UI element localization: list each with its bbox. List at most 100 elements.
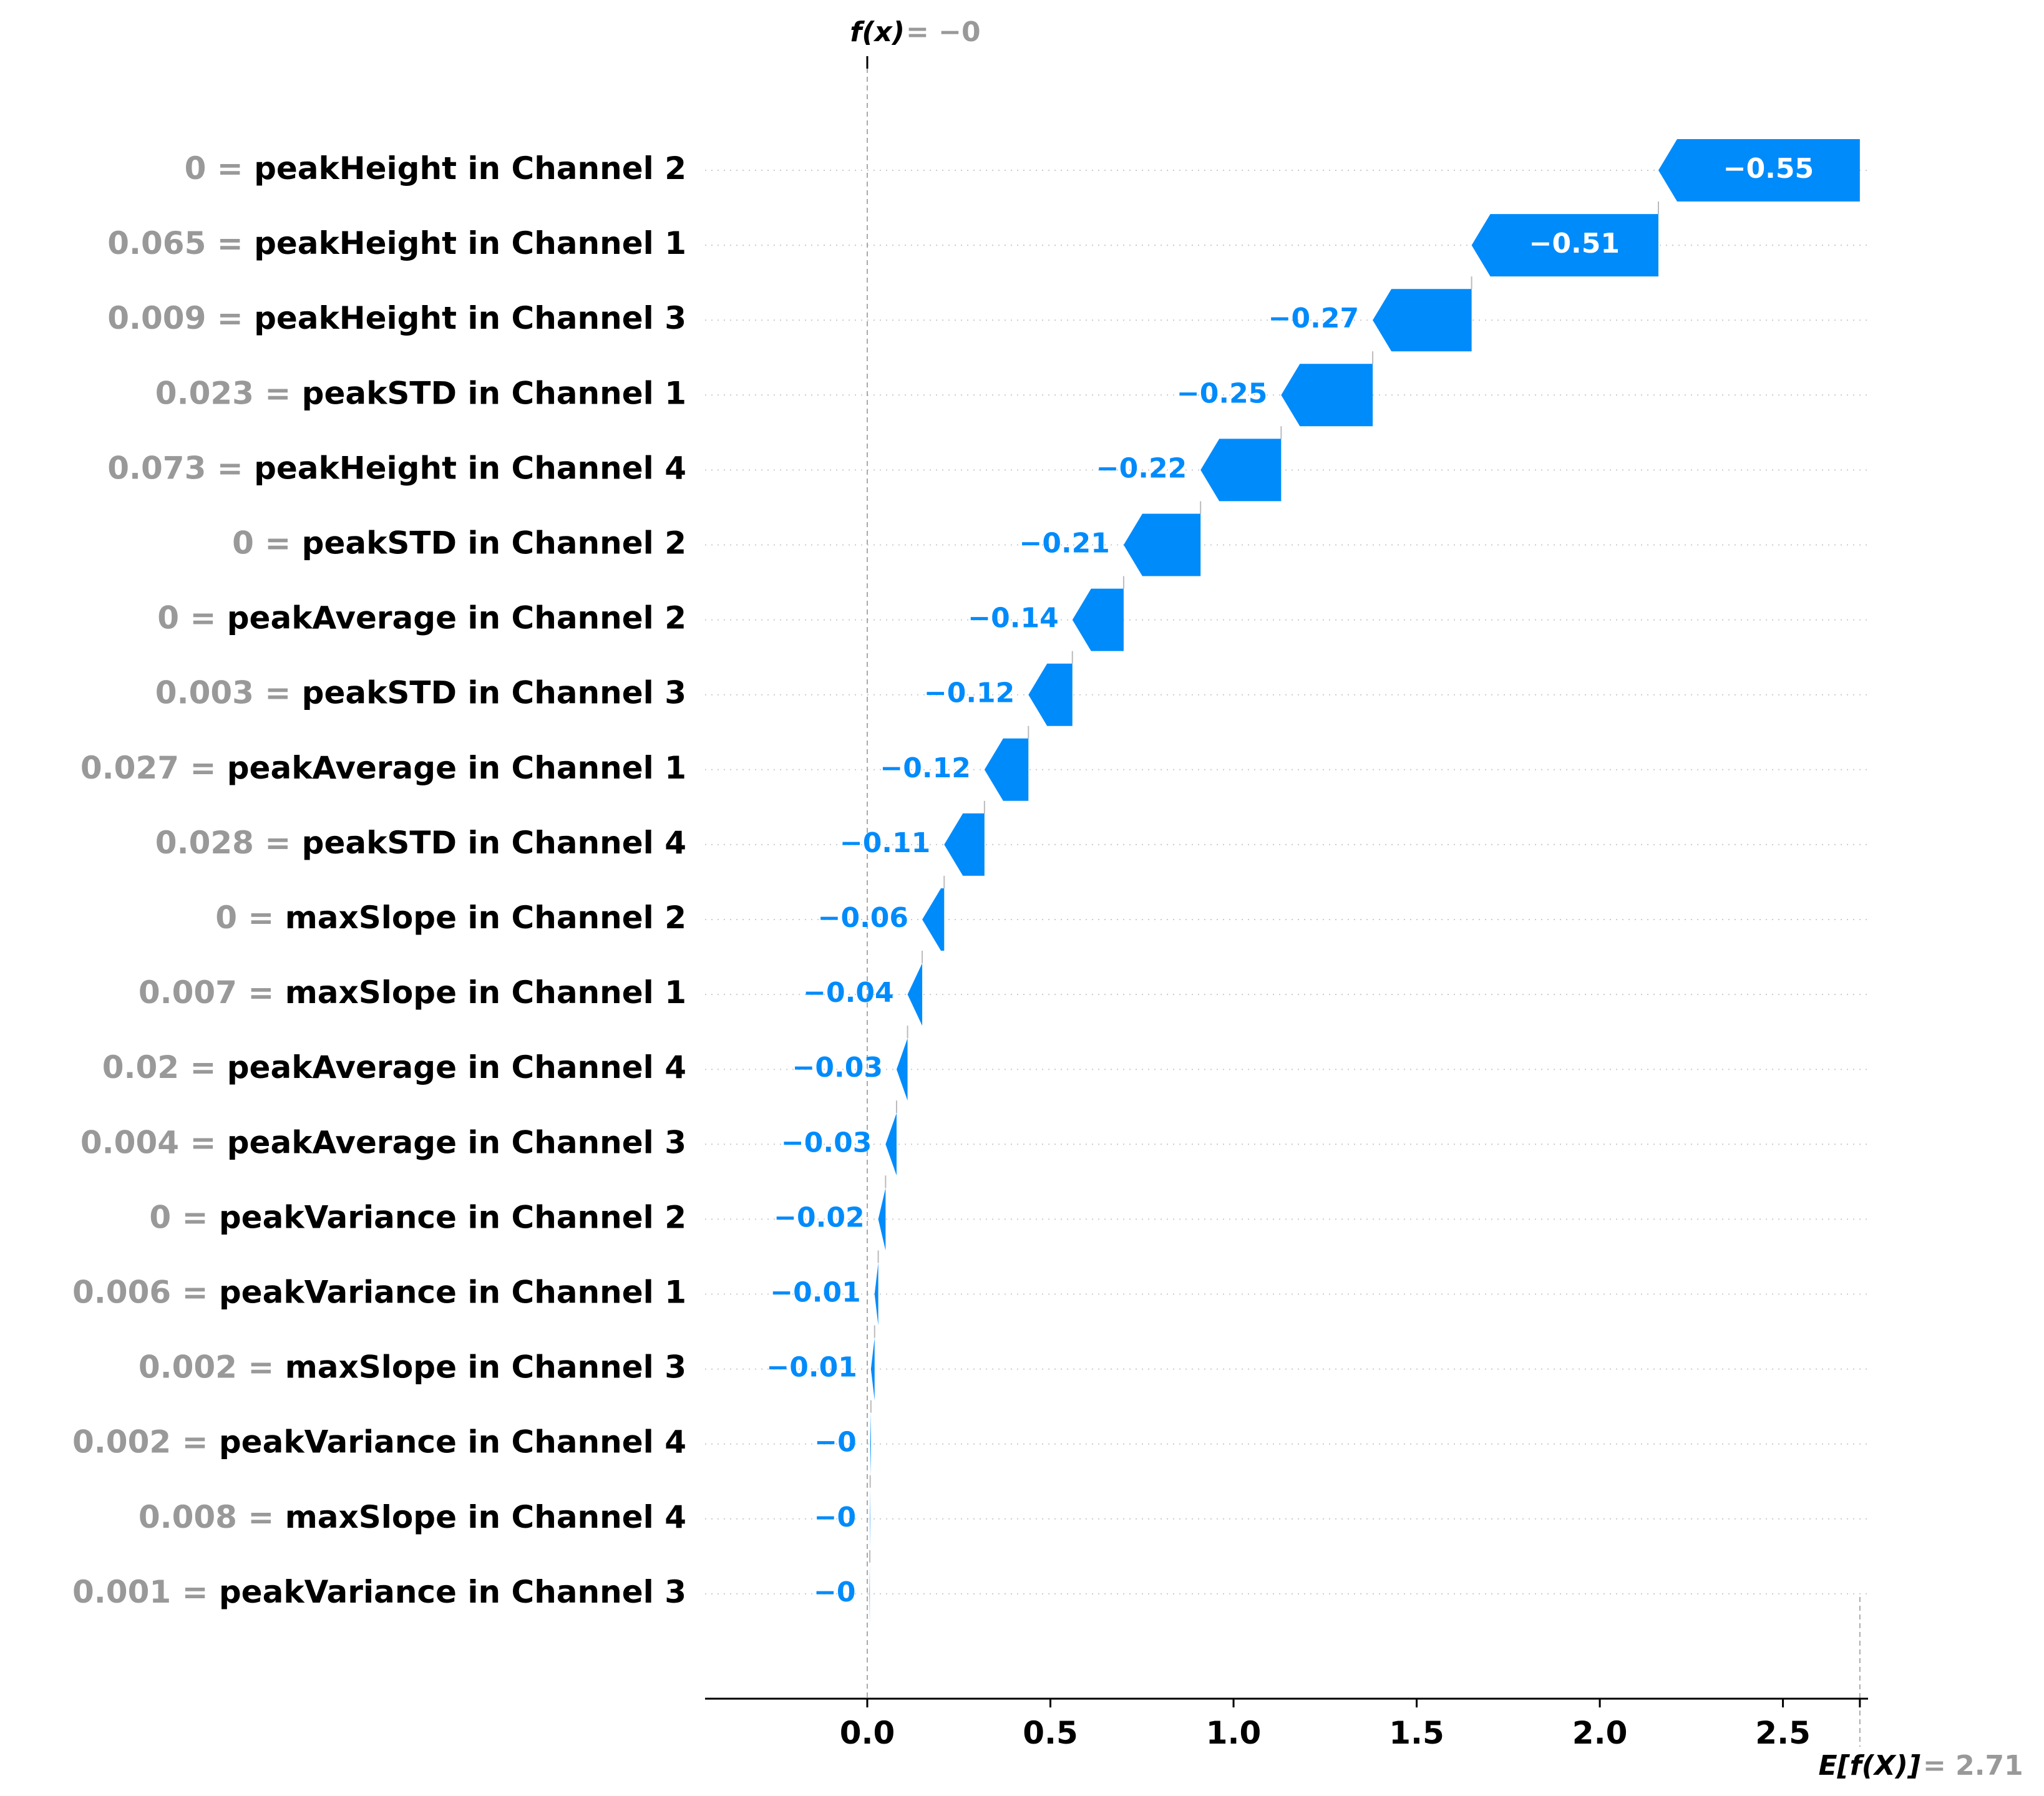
x-tick-label: 1.5 <box>1389 1715 1444 1751</box>
feature-value: 0.065 = <box>107 225 254 261</box>
feature-value: 0.009 = <box>107 300 254 336</box>
x-tick-label: 0.0 <box>840 1715 895 1751</box>
feature-value: 0 = <box>232 525 302 561</box>
feature-value: 0.004 = <box>80 1124 227 1160</box>
feature-value: 0.028 = <box>155 824 302 860</box>
feature-name: peakVariance in Channel 4 <box>219 1424 686 1460</box>
x-tick-label: 0.5 <box>1023 1715 1078 1751</box>
feature-name: maxSlope in Channel 3 <box>285 1349 686 1385</box>
bar-value-label: −0.51 <box>1529 228 1620 260</box>
feature-value: 0.008 = <box>139 1498 285 1535</box>
waterfall-bar <box>1200 439 1282 502</box>
feature-value: 0 = <box>157 599 227 636</box>
bar-value-label: −0.01 <box>766 1352 857 1384</box>
waterfall-bar <box>1072 588 1124 651</box>
x-tick-label: 2.0 <box>1572 1715 1628 1751</box>
bar-value-label: −0.02 <box>774 1201 864 1233</box>
feature-name: peakAverage in Channel 3 <box>227 1124 686 1160</box>
waterfall-bar <box>984 738 1029 801</box>
bar-value-label: −0.04 <box>803 977 893 1009</box>
efx-label: E[f(X)] <box>1818 1750 1920 1782</box>
waterfall-bar <box>907 963 923 1026</box>
feature-name: peakAverage in Channel 2 <box>227 599 686 636</box>
waterfall-bar <box>1373 289 1472 352</box>
feature-name: peakHeight in Channel 1 <box>254 225 686 261</box>
feature-name: peakAverage in Channel 1 <box>227 749 686 785</box>
x-tick-label: 2.5 <box>1755 1715 1811 1751</box>
feature-label: 0.002 = peakVariance in Channel 4 <box>72 1424 686 1460</box>
feature-value: 0.003 = <box>155 674 302 711</box>
fx-label: f(x) <box>850 16 905 48</box>
feature-name: maxSlope in Channel 1 <box>285 974 686 1011</box>
bar-value-label: −0.03 <box>781 1127 872 1158</box>
feature-label: 0.02 = peakAverage in Channel 4 <box>102 1049 686 1085</box>
efx-value: = 2.71 <box>1923 1750 2023 1782</box>
feature-label: 0.023 = peakSTD in Channel 1 <box>155 375 686 411</box>
feature-label: 0 = peakVariance in Channel 2 <box>149 1199 686 1235</box>
bar-value-label: −0.21 <box>1019 528 1109 560</box>
bar-value-label: −0.06 <box>818 902 908 934</box>
annotations: f(x) = −0 E[f(X)] = 2.71 <box>850 16 2023 1782</box>
feature-label: 0 = peakSTD in Channel 2 <box>232 525 686 561</box>
bar-value-label: −0.11 <box>840 827 930 859</box>
waterfall-bar <box>944 813 985 876</box>
feature-label: 0.003 = peakSTD in Channel 3 <box>155 674 686 711</box>
waterfall-bar <box>1028 663 1073 726</box>
feature-name: peakSTD in Channel 3 <box>302 674 686 711</box>
bar-value-label: −0 <box>814 1576 855 1608</box>
feature-name: peakSTD in Channel 4 <box>302 824 686 860</box>
feature-label: 0.004 = peakAverage in Channel 3 <box>80 1124 686 1160</box>
feature-label: 0.006 = peakVariance in Channel 1 <box>72 1274 686 1310</box>
bar-value-label: −0 <box>814 1427 856 1459</box>
gridlines <box>705 170 1868 1595</box>
bar-value-label: −0.03 <box>792 1052 883 1084</box>
feature-label: 0 = peakHeight in Channel 2 <box>185 150 686 187</box>
feature-name: peakHeight in Channel 4 <box>254 450 686 486</box>
feature-value: 0.02 = <box>102 1049 227 1085</box>
feature-value: 0.002 = <box>139 1349 285 1385</box>
feature-name: peakVariance in Channel 1 <box>219 1274 686 1310</box>
feature-value: 0.027 = <box>80 749 227 785</box>
waterfall-bar <box>922 888 945 951</box>
feature-label: 0.065 = peakHeight in Channel 1 <box>107 225 686 261</box>
waterfall-bar <box>870 1412 871 1475</box>
feature-label: 0 = maxSlope in Channel 2 <box>215 900 686 936</box>
feature-name: peakVariance in Channel 2 <box>219 1199 686 1235</box>
waterfall-bar <box>896 1038 908 1101</box>
feature-value: 0.006 = <box>72 1274 219 1310</box>
feature-label: 0 = peakAverage in Channel 2 <box>157 599 686 636</box>
feature-value: 0 = <box>215 900 285 936</box>
bar-value-label: −0.12 <box>924 677 1015 709</box>
feature-name: peakHeight in Channel 3 <box>254 300 686 336</box>
bar-value-label: −0.55 <box>1723 153 1814 185</box>
waterfall-bar <box>1281 364 1373 427</box>
feature-value: 0.007 = <box>139 974 285 1011</box>
waterfall-bar <box>878 1188 886 1251</box>
feature-value: 0.001 = <box>72 1573 219 1609</box>
feature-value: 0.023 = <box>155 375 302 411</box>
waterfall-bar <box>1658 139 1860 201</box>
bar-value-label: −0.25 <box>1177 377 1267 409</box>
waterfall-bar <box>1471 214 1658 277</box>
feature-value: 0.073 = <box>107 450 254 486</box>
feature-value: 0 = <box>149 1199 219 1235</box>
feature-label: 0.027 = peakAverage in Channel 1 <box>80 749 686 785</box>
bars <box>869 139 1860 1625</box>
fx-value: = −0 <box>906 16 981 48</box>
x-axis: 0.0 0.5 1.0 1.5 2.0 2.5 <box>705 1697 1868 1751</box>
feature-name: maxSlope in Channel 2 <box>285 900 686 936</box>
bar-value-label: −0.22 <box>1096 452 1187 484</box>
feature-label: 0.008 = maxSlope in Channel 4 <box>139 1498 686 1535</box>
feature-value: 0 = <box>185 150 255 187</box>
feature-name: maxSlope in Channel 4 <box>285 1498 686 1535</box>
waterfall-bar <box>1123 513 1201 576</box>
feature-label: 0.002 = maxSlope in Channel 3 <box>139 1349 686 1385</box>
bar-value-label: −0.12 <box>880 752 970 784</box>
feature-name: peakAverage in Channel 4 <box>227 1049 686 1085</box>
feature-label: 0.001 = peakVariance in Channel 3 <box>72 1573 686 1609</box>
feature-name: peakHeight in Channel 2 <box>254 150 686 187</box>
feature-name: peakSTD in Channel 1 <box>302 375 686 411</box>
feature-value: 0.002 = <box>72 1424 219 1460</box>
waterfall-bar <box>870 1337 875 1400</box>
